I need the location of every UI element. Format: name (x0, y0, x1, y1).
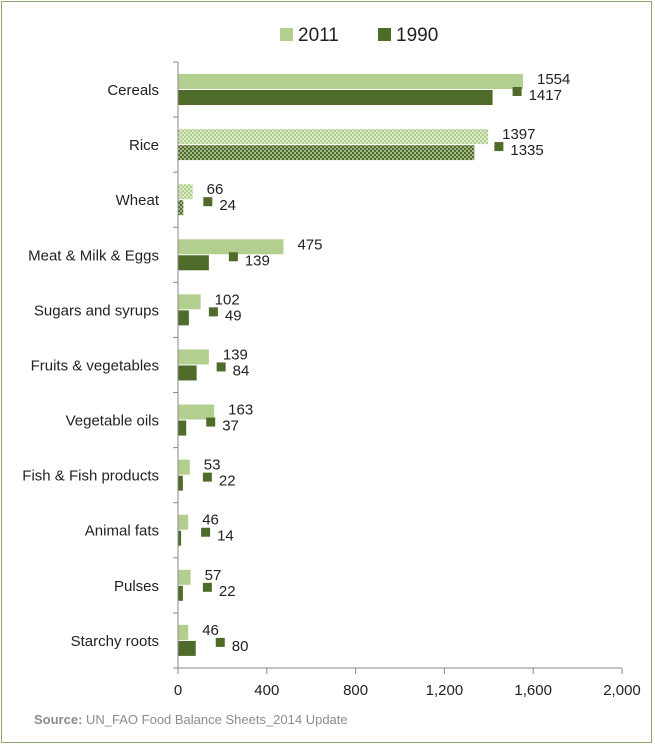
data-label-meat-milk-eggs-1990: 139 (245, 252, 270, 269)
data-label-fish-fish-products-2011: 53 (204, 457, 221, 474)
data-label-wheat-1990: 24 (219, 197, 236, 214)
data-marker-wheat-1990 (203, 197, 213, 207)
data-marker-meat-milk-eggs-1990 (228, 252, 238, 262)
legend-swatch-2011 (280, 28, 293, 41)
data-label-fruits-vegetables-1990: 84 (233, 362, 250, 379)
bar-cereals-1990 (178, 90, 493, 105)
bar-wheat-1990 (178, 200, 184, 216)
data-label-starchy-roots-1990: 80 (232, 638, 249, 655)
source-note: Source: UN_FAO Food Balance Sheets_2014 … (34, 712, 348, 727)
legend-label-2011: 2011 (298, 25, 339, 46)
category-label-pulses: Pulses (114, 578, 159, 595)
data-label-meat-milk-eggs-2011: 475 (297, 236, 322, 253)
data-marker-pulses-1990 (202, 582, 212, 592)
bar-pulses-2011 (178, 569, 191, 585)
category-label-sugars-and-syrups: Sugars and syrups (34, 302, 159, 319)
bar-wheat-2011 (178, 184, 193, 200)
category-label-fish-fish-products: Fish & Fish products (22, 468, 159, 485)
bar-fish-fish-products-2011 (178, 459, 190, 475)
source-label: Source: (34, 712, 83, 727)
x-tick-label-2000: 2,000 (603, 682, 641, 699)
axes-group: 0 400 800 1,200 1,600 2,000 (173, 61, 641, 699)
category-label-cereals: Cereals (107, 82, 159, 99)
data-marker-vegetable-oils-1990 (206, 417, 216, 427)
bar-rice-1990 (178, 145, 475, 161)
bar-fish-fish-products-1990 (178, 475, 183, 491)
source-text: UN_FAO Food Balance Sheets_2014 Update (82, 712, 348, 727)
category-label-meat-milk-eggs: Meat & Milk & Eggs (28, 247, 159, 264)
data-label-cereals-2011: 1554 (537, 71, 570, 88)
x-tick-label-1600: 1,600 (514, 682, 552, 699)
category-label-fruits-vegetables: Fruits & vegetables (31, 357, 159, 374)
legend-swatch-1990 (378, 28, 391, 41)
bar-fruits-vegetables-2011 (178, 349, 209, 365)
x-tick-label-1200: 1,200 (426, 682, 464, 699)
data-label-wheat-2011: 66 (207, 181, 224, 198)
bar-pulses-1990 (178, 585, 183, 601)
data-marker-animal-fats-1990 (201, 527, 211, 537)
data-label-animal-fats-1990: 14 (217, 528, 234, 545)
bar-vegetable-oils-2011 (178, 404, 215, 420)
bar-sugars-and-syrups-2011 (178, 294, 201, 310)
data-label-vegetable-oils-1990: 37 (222, 418, 239, 435)
bar-animal-fats-1990 (178, 530, 182, 546)
data-label-pulses-1990: 22 (219, 583, 236, 600)
x-tick-label-400: 400 (254, 682, 279, 699)
data-marker-sugars-and-syrups-1990 (208, 307, 218, 317)
data-label-rice-1990: 1335 (510, 142, 543, 159)
bar-cereals-2011 (178, 74, 523, 89)
bar-meat-milk-eggs-2011 (178, 239, 284, 255)
data-label-starchy-roots-2011: 46 (202, 622, 219, 639)
data-label-pulses-2011: 57 (205, 567, 222, 584)
x-tick-label-800: 800 (343, 682, 368, 699)
data-label-cereals-1990: 1417 (529, 87, 562, 104)
data-marker-cereals-1990 (512, 87, 522, 96)
data-label-sugars-and-syrups-2011: 102 (215, 291, 240, 308)
bar-starchy-roots-2011 (178, 624, 189, 640)
data-label-rice-2011: 1397 (502, 126, 535, 143)
data-label-sugars-and-syrups-1990: 49 (225, 307, 242, 324)
category-label-rice: Rice (129, 137, 159, 154)
bar-animal-fats-2011 (178, 514, 189, 530)
category-label-wheat: Wheat (116, 192, 160, 209)
bar-sugars-and-syrups-1990 (178, 310, 189, 326)
data-label-vegetable-oils-2011: 163 (228, 402, 253, 419)
data-marker-starchy-roots-1990 (215, 637, 225, 647)
data-label-animal-fats-2011: 46 (202, 512, 219, 529)
data-label-fruits-vegetables-2011: 139 (223, 346, 248, 363)
x-tick-label-0: 0 (174, 682, 182, 699)
data-marker-fruits-vegetables-1990 (216, 362, 226, 372)
category-label-starchy-roots: Starchy roots (71, 633, 159, 650)
bar-vegetable-oils-1990 (178, 420, 187, 436)
data-marker-rice-1990 (494, 142, 504, 152)
category-label-animal-fats: Animal fats (85, 523, 159, 540)
bar-rice-2011 (178, 129, 489, 145)
bar-fruits-vegetables-1990 (178, 365, 197, 381)
legend-label-1990: 1990 (396, 25, 438, 46)
data-label-fish-fish-products-1990: 22 (219, 473, 236, 490)
bar-starchy-roots-1990 (178, 640, 196, 656)
legend: 2011 1990 (280, 25, 438, 46)
category-label-vegetable-oils: Vegetable oils (66, 413, 159, 430)
bar-meat-milk-eggs-1990 (178, 255, 209, 271)
data-marker-fish-fish-products-1990 (202, 472, 212, 482)
